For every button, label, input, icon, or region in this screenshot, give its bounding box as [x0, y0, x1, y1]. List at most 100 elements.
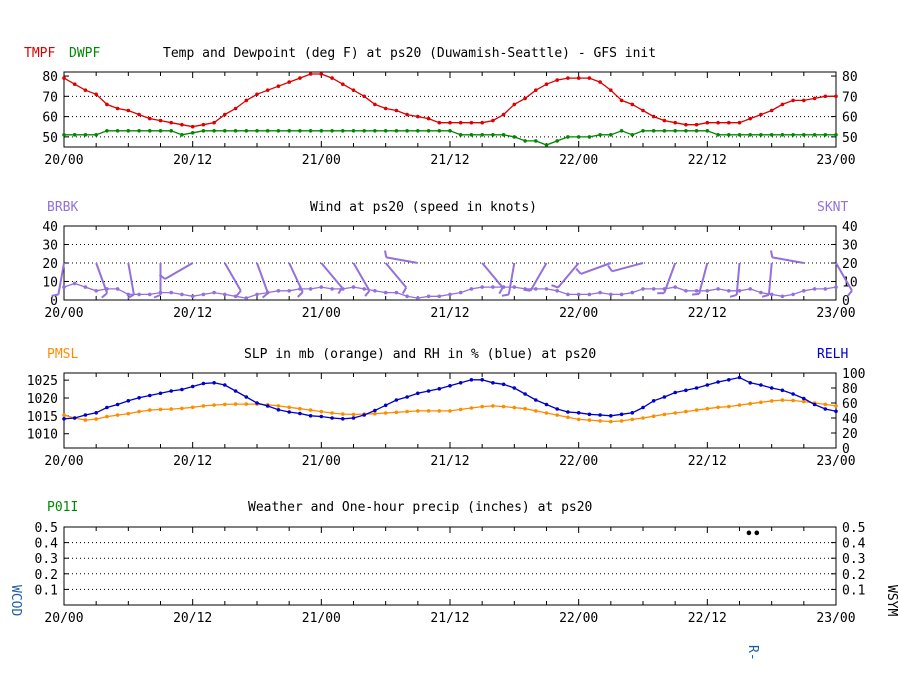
slp-point — [716, 405, 720, 410]
slp-point — [630, 417, 635, 422]
dewpoint-point — [341, 129, 345, 133]
wind-speed-point — [416, 296, 420, 300]
dewpoint-point — [105, 129, 109, 133]
temp-point — [555, 78, 559, 82]
rh-point — [383, 403, 388, 408]
y-tick-label: 0.1 — [842, 583, 865, 598]
temp-point — [727, 120, 731, 125]
wind-barb-flag — [297, 291, 304, 298]
dewpoint-point — [748, 133, 752, 137]
slp-point — [83, 418, 88, 422]
temp-point — [469, 120, 474, 125]
rh-point — [619, 412, 624, 417]
rh-point — [491, 381, 495, 385]
slp-point — [662, 412, 667, 417]
wind-speed-point — [373, 289, 377, 293]
wind-barb-shaft — [580, 262, 612, 275]
y-tick-label: 40 — [42, 220, 58, 235]
x-tick-label: 21/12 — [430, 306, 469, 321]
temp-point — [373, 102, 377, 107]
temp-point — [598, 80, 602, 84]
slp-point — [802, 399, 806, 404]
wind-speed-point — [94, 289, 98, 293]
wind-barb-flag — [153, 294, 161, 299]
wind-speed-point — [287, 289, 292, 293]
y-tick-label: 70 — [42, 90, 58, 105]
rh-point — [190, 384, 195, 389]
x-tick-label: 21/00 — [302, 454, 341, 469]
wind-barb-shaft — [57, 262, 65, 295]
slp-point — [534, 409, 538, 413]
wind-barb-flag — [498, 287, 504, 295]
wind-speed-point — [555, 289, 559, 293]
slp-point — [684, 409, 688, 414]
pmsl-label: PMSL — [47, 347, 78, 362]
rh-point — [716, 380, 720, 384]
slp-point — [823, 402, 828, 407]
wind-speed-point — [426, 294, 431, 299]
y-tick-label: 20 — [42, 257, 58, 272]
dewpoint-point — [834, 133, 838, 137]
wind-speed-point — [823, 287, 828, 291]
dewpoint-point — [351, 129, 356, 133]
wind-speed-point — [330, 287, 334, 291]
panel1-frame — [63, 71, 837, 148]
temp-point — [759, 112, 763, 117]
dewpoint-point — [759, 133, 763, 137]
temp-point — [662, 118, 667, 123]
wind-barb-flag — [364, 290, 371, 297]
wind-barb-flag — [401, 287, 408, 295]
wind-speed-point — [265, 290, 270, 295]
wind-speed-point — [308, 287, 313, 291]
slp-point — [62, 413, 66, 417]
dewpoint-point — [426, 129, 431, 133]
dewpoint-point — [148, 129, 152, 133]
wind-barb-shaft — [95, 262, 109, 294]
temp-point — [115, 106, 120, 111]
rh-point — [416, 391, 420, 396]
wind-barb-flag — [761, 293, 770, 298]
y-tick-label: 0.1 — [35, 583, 58, 598]
wind-speed-point — [105, 287, 109, 291]
dewpoint-point — [555, 139, 559, 143]
y-tick-label: 1010 — [27, 428, 58, 443]
y-tick-label: 10 — [42, 276, 58, 291]
y-tick-label: 80 — [842, 70, 858, 85]
y-tick-label: 20 — [842, 427, 858, 442]
slp-series-points — [62, 398, 838, 424]
wind-speed-point — [737, 289, 742, 293]
slp-point — [641, 416, 645, 420]
rh-point — [523, 392, 527, 396]
wind-speed-point — [448, 292, 452, 297]
y-tick-label: 0 — [50, 294, 58, 309]
dewpoint-point — [212, 129, 216, 133]
temp-point — [319, 72, 324, 76]
slp-point — [651, 414, 656, 419]
dewpoint-point — [802, 133, 806, 137]
relh-label: RELH — [817, 347, 848, 362]
dewpoint-point — [405, 129, 409, 133]
y-tick-label: 80 — [842, 382, 858, 397]
rh-point — [448, 384, 452, 388]
rh-point — [180, 387, 184, 392]
slp-point — [619, 419, 624, 423]
slp-point — [276, 404, 281, 408]
dewpoint-point — [244, 129, 249, 133]
rh-point — [158, 391, 163, 396]
rh-point — [137, 396, 141, 400]
wind-barb-shaft — [767, 262, 773, 295]
rh-point — [534, 398, 538, 402]
slp-point — [769, 399, 774, 403]
dewpoint-point — [394, 129, 399, 133]
dewpoint-point — [576, 135, 581, 139]
y-tick-label: 70 — [842, 90, 858, 105]
dewpoint-point — [94, 133, 98, 137]
dewpoint-point — [383, 129, 388, 133]
rh-point — [426, 389, 431, 393]
temp-point — [190, 124, 195, 129]
wind-barb-shaft — [320, 262, 343, 289]
dewpoint-point — [780, 133, 785, 137]
temp-point — [83, 88, 88, 92]
dewpoint-point — [233, 129, 238, 133]
slp-point — [115, 413, 120, 417]
